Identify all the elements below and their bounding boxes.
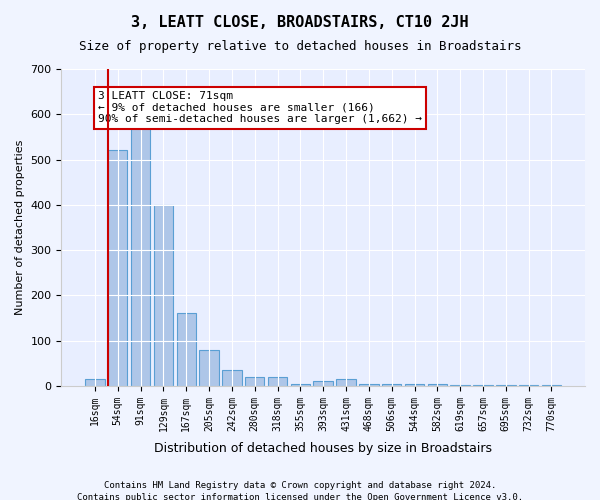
X-axis label: Distribution of detached houses by size in Broadstairs: Distribution of detached houses by size … xyxy=(154,442,492,455)
Bar xyxy=(108,150,127,386)
Y-axis label: Number of detached properties: Number of detached properties xyxy=(15,140,25,315)
Bar xyxy=(199,350,219,386)
Bar xyxy=(473,385,493,386)
Bar xyxy=(85,379,104,386)
Bar xyxy=(176,314,196,386)
Bar xyxy=(359,384,379,386)
Bar xyxy=(245,377,265,386)
Bar xyxy=(496,385,515,386)
Text: Contains public sector information licensed under the Open Government Licence v3: Contains public sector information licen… xyxy=(77,494,523,500)
Text: Contains HM Land Registry data © Crown copyright and database right 2024.: Contains HM Land Registry data © Crown c… xyxy=(104,481,496,490)
Text: 3 LEATT CLOSE: 71sqm
← 9% of detached houses are smaller (166)
90% of semi-detac: 3 LEATT CLOSE: 71sqm ← 9% of detached ho… xyxy=(98,91,422,124)
Bar xyxy=(451,384,470,386)
Bar xyxy=(154,205,173,386)
Bar xyxy=(382,384,401,386)
Bar xyxy=(428,384,447,386)
Text: 3, LEATT CLOSE, BROADSTAIRS, CT10 2JH: 3, LEATT CLOSE, BROADSTAIRS, CT10 2JH xyxy=(131,15,469,30)
Bar xyxy=(405,384,424,386)
Bar xyxy=(519,385,538,386)
Bar xyxy=(337,379,356,386)
Bar xyxy=(268,377,287,386)
Bar xyxy=(290,384,310,386)
Bar xyxy=(222,370,242,386)
Bar xyxy=(131,124,150,386)
Bar xyxy=(313,382,333,386)
Text: Size of property relative to detached houses in Broadstairs: Size of property relative to detached ho… xyxy=(79,40,521,53)
